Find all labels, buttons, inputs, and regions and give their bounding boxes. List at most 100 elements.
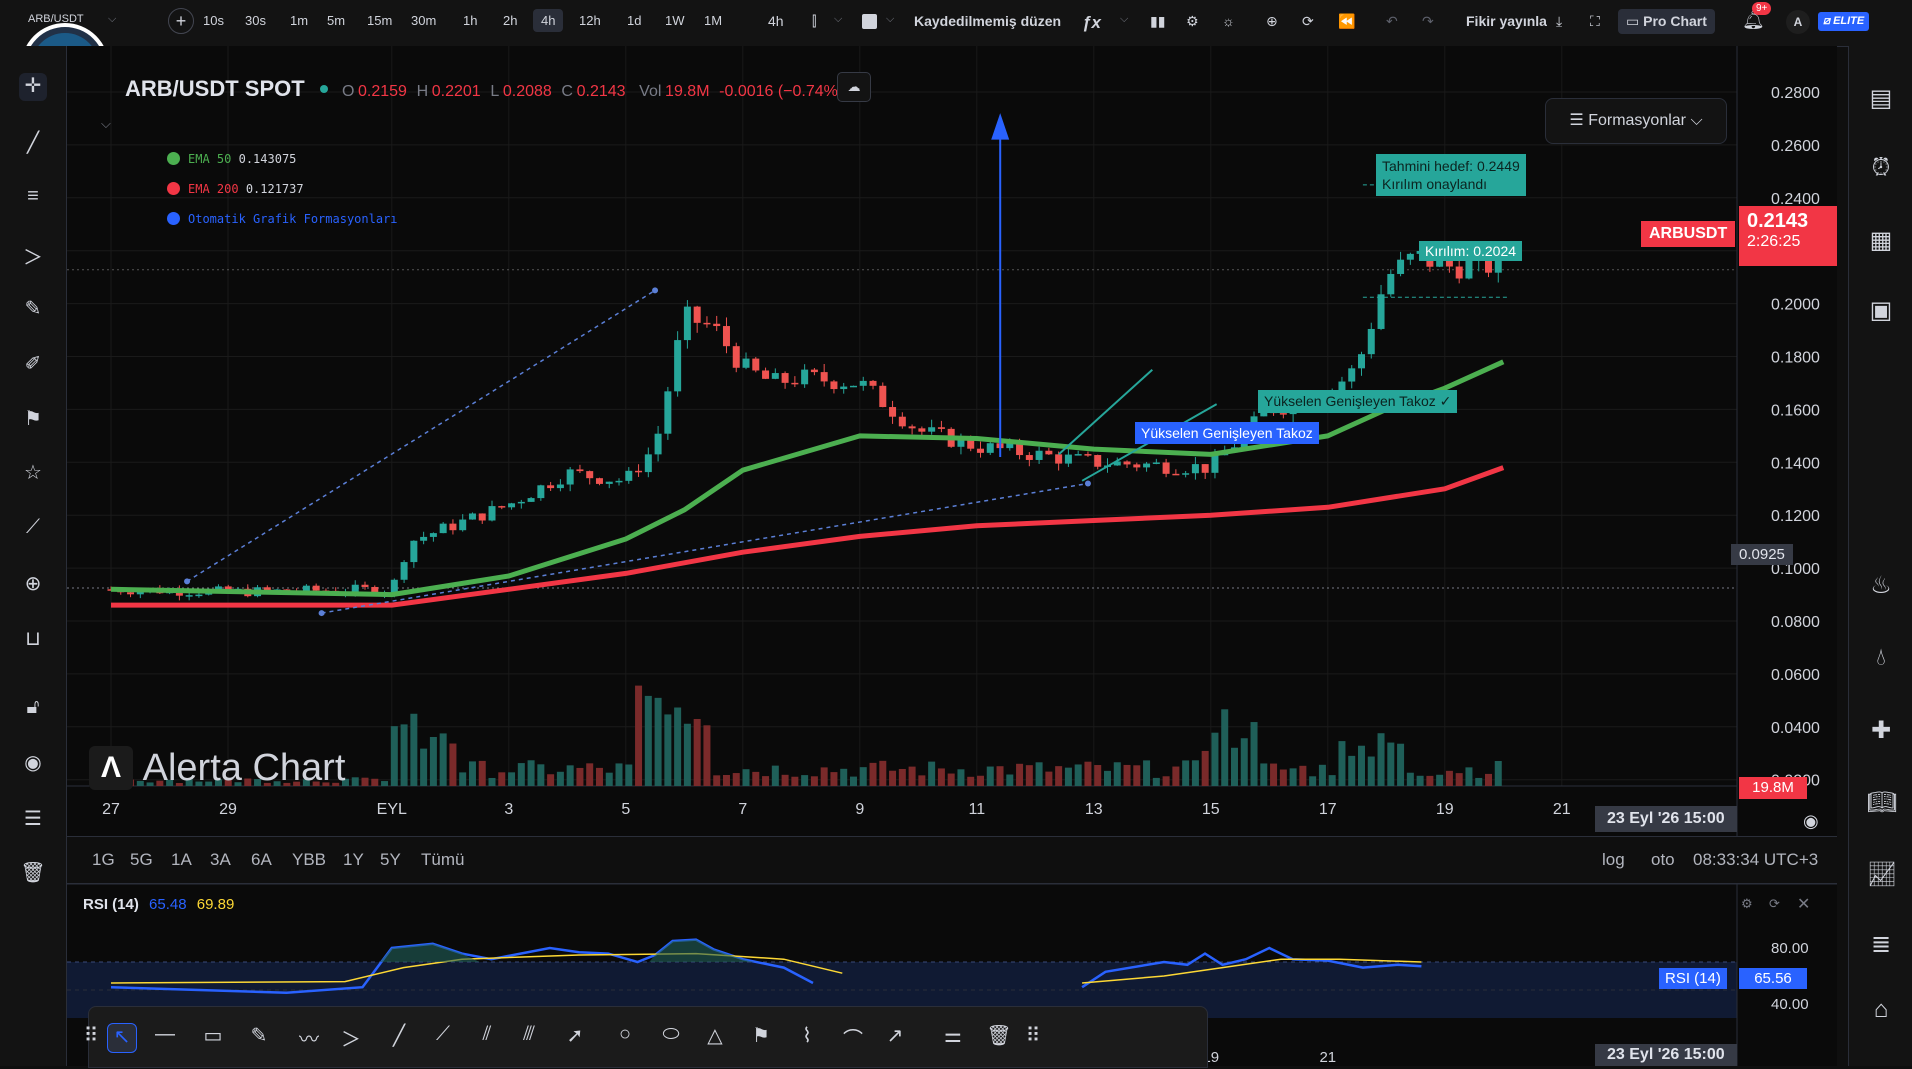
interval-2h[interactable]: 2h [503,13,518,28]
cursor-icon[interactable]: ↖ [107,1023,137,1053]
legend-auto-patterns[interactable]: Otomatik Grafik Formasyonları [167,212,398,226]
interval-1m[interactable]: 1M [704,13,723,28]
list-icon[interactable]: ☰ [24,808,42,830]
measure-icon[interactable]: ⟋ [26,516,40,538]
ellipse-icon[interactable]: ⬭ [662,1023,680,1045]
interval-4h[interactable]: 4h [533,9,564,32]
drop-icon[interactable]: 💧︎ [1876,644,1886,671]
trash-icon[interactable]: 🗑︎ [20,862,46,884]
range-1g[interactable]: 1G [92,850,115,869]
interval-dropdown[interactable]: 4h [768,13,784,29]
interval-12h[interactable]: 12h [579,13,601,28]
bar-chart-icon[interactable]: ▮▮ [1150,13,1166,29]
legend-ema200[interactable]: EMA 200 0.121737 [167,182,304,196]
range-tümü[interactable]: Tümü [421,850,465,869]
arrow-forecast-icon[interactable]: ＞ [23,247,43,269]
legend-ema50[interactable]: EMA 50 0.143075 [167,152,296,166]
eye-icon[interactable]: ◉ [24,752,42,774]
lock-icon[interactable]: 🔓︎ [26,696,40,718]
rsi-title[interactable]: RSI (14) [83,896,139,913]
arrow-marker-icon[interactable]: ＞ [341,1029,361,1051]
fullscreen-icon[interactable]: ⛶ [1590,13,1600,29]
layout-icon[interactable] [862,14,877,29]
interval-1w[interactable]: 1W [665,13,685,28]
interval-30m[interactable]: 30m [411,13,437,28]
rectangle-icon[interactable]: ▭ [203,1025,223,1047]
price-chart[interactable]: 0.28000.26000.24000.22000.20000.18000.16… [67,46,1837,836]
alarm-icon[interactable]: ⏰︎ [1871,154,1891,181]
arc-icon[interactable]: ⌒ [843,1029,863,1051]
interval-5m[interactable]: 5m [327,13,346,28]
range-ybb[interactable]: YBB [292,850,327,869]
log-toggle[interactable]: log [1602,850,1625,869]
layout-name[interactable]: Kaydedilmemiş düzen [914,13,1062,29]
zoom-icon[interactable]: ⊕ [24,573,42,595]
horizontal-line-icon[interactable]: — [155,1023,175,1045]
pencil-icon[interactable]: ✎ [250,1025,268,1047]
add-symbol-button[interactable]: + [168,8,194,34]
circle-icon[interactable]: ○ [618,1023,632,1045]
arrow-icon[interactable]: ↗ [886,1025,904,1047]
ruler-icon[interactable]: ✎ [24,298,42,320]
line-icon[interactable]: ╱ [392,1025,406,1047]
chevron-down-icon[interactable]: ⌵ [834,13,843,25]
drag-handle-icon[interactable]: ⠿ [83,1025,99,1047]
undo-icon[interactable]: ↶ [1386,13,1398,29]
interval-30s[interactable]: 30s [245,13,266,28]
interval-1m[interactable]: 1m [290,13,309,28]
eye-icon[interactable]: ◉ [1803,811,1819,831]
range-5g[interactable]: 5G [130,850,153,869]
interval-15m[interactable]: 15m [367,13,393,28]
clock[interactable]: 08:33:34 UTC+3 [1693,850,1819,869]
ray-icon[interactable]: ⟋ [436,1023,450,1045]
list-add-icon[interactable]: ≣ [1870,931,1892,958]
bank-icon[interactable]: ⌂ [1873,996,1889,1023]
chevron-down-icon[interactable]: ⌵ [886,13,895,25]
settings-icon[interactable]: ⚙ [1741,896,1753,911]
interval-1d[interactable]: 1d [627,13,642,28]
news-icon[interactable]: ▦ [1869,227,1893,254]
path-icon[interactable]: ⌇ [802,1025,812,1047]
redo-icon[interactable]: ↷ [1422,13,1434,29]
replay-icon[interactable]: ⏪ [1338,13,1356,29]
download-icon[interactable]: ⤓ [1556,13,1563,29]
watchlist-icon[interactable]: ▤ [1869,85,1893,112]
elite-badge[interactable]: ⧄ ELITE [1818,12,1870,31]
book-icon[interactable]: 📖︎ [1867,789,1898,816]
main-chart-pane[interactable]: 0.28000.26000.24000.22000.20000.18000.16… [67,46,1837,836]
zigzag-icon[interactable]: 〰 [299,1029,319,1051]
reset-icon[interactable]: ⟳ [1769,896,1780,911]
chart-line-icon[interactable]: 📈︎ [1867,861,1898,888]
range-6a[interactable]: 6A [251,850,272,869]
puzzle-icon[interactable]: ✚ [1870,717,1892,744]
range-3a[interactable]: 3A [210,850,231,869]
interval-1h[interactable]: 1h [463,13,478,28]
horizontal-lines-icon[interactable]: ≡ [27,185,39,207]
brush-icon[interactable]: ✐ [24,353,42,375]
fire-icon[interactable]: ♨ [1870,572,1892,599]
channel-icon[interactable]: ⫻ [523,1023,535,1045]
crosshair-icon[interactable]: ✛ [19,73,47,101]
legend-collapse-icon[interactable]: ⌵ [101,116,111,131]
wallet-icon[interactable]: ▣ [1869,297,1893,324]
chevron-down-icon[interactable]: ⌵ [108,13,117,25]
avatar[interactable]: A [1786,10,1810,34]
flag-icon[interactable]: ⚑ [24,408,42,430]
publish-idea-button[interactable]: Fikir yayınla [1466,13,1547,29]
templates-icon[interactable]: ⚙ [1186,13,1199,29]
arrow-line-icon[interactable]: ➚ [566,1025,584,1047]
formations-button[interactable]: ☰ Formasyonlar ⌵ [1545,98,1727,144]
auto-toggle[interactable]: oto [1651,850,1675,869]
chevron-down-icon[interactable]: ⌵ [1120,13,1129,25]
interval-10s[interactable]: 10s [203,13,224,28]
bell-icon[interactable]: 🔔︎ [1742,10,1765,30]
magnet-icon[interactable]: ⊔ [25,628,41,650]
flag-icon[interactable]: ⚑ [752,1025,770,1047]
settings-sliders-icon[interactable]: ⚌ [944,1025,962,1047]
triangle-icon[interactable]: △ [707,1025,723,1047]
close-icon[interactable]: ✕ [1797,896,1811,913]
globe-icon[interactable]: ⊕ [1266,13,1278,29]
parallel-channel-icon[interactable]: ⫽ [482,1023,492,1045]
drag-handle-icon[interactable]: ⠿ [1025,1025,1041,1047]
indicators-button[interactable]: ƒx [1082,13,1101,32]
